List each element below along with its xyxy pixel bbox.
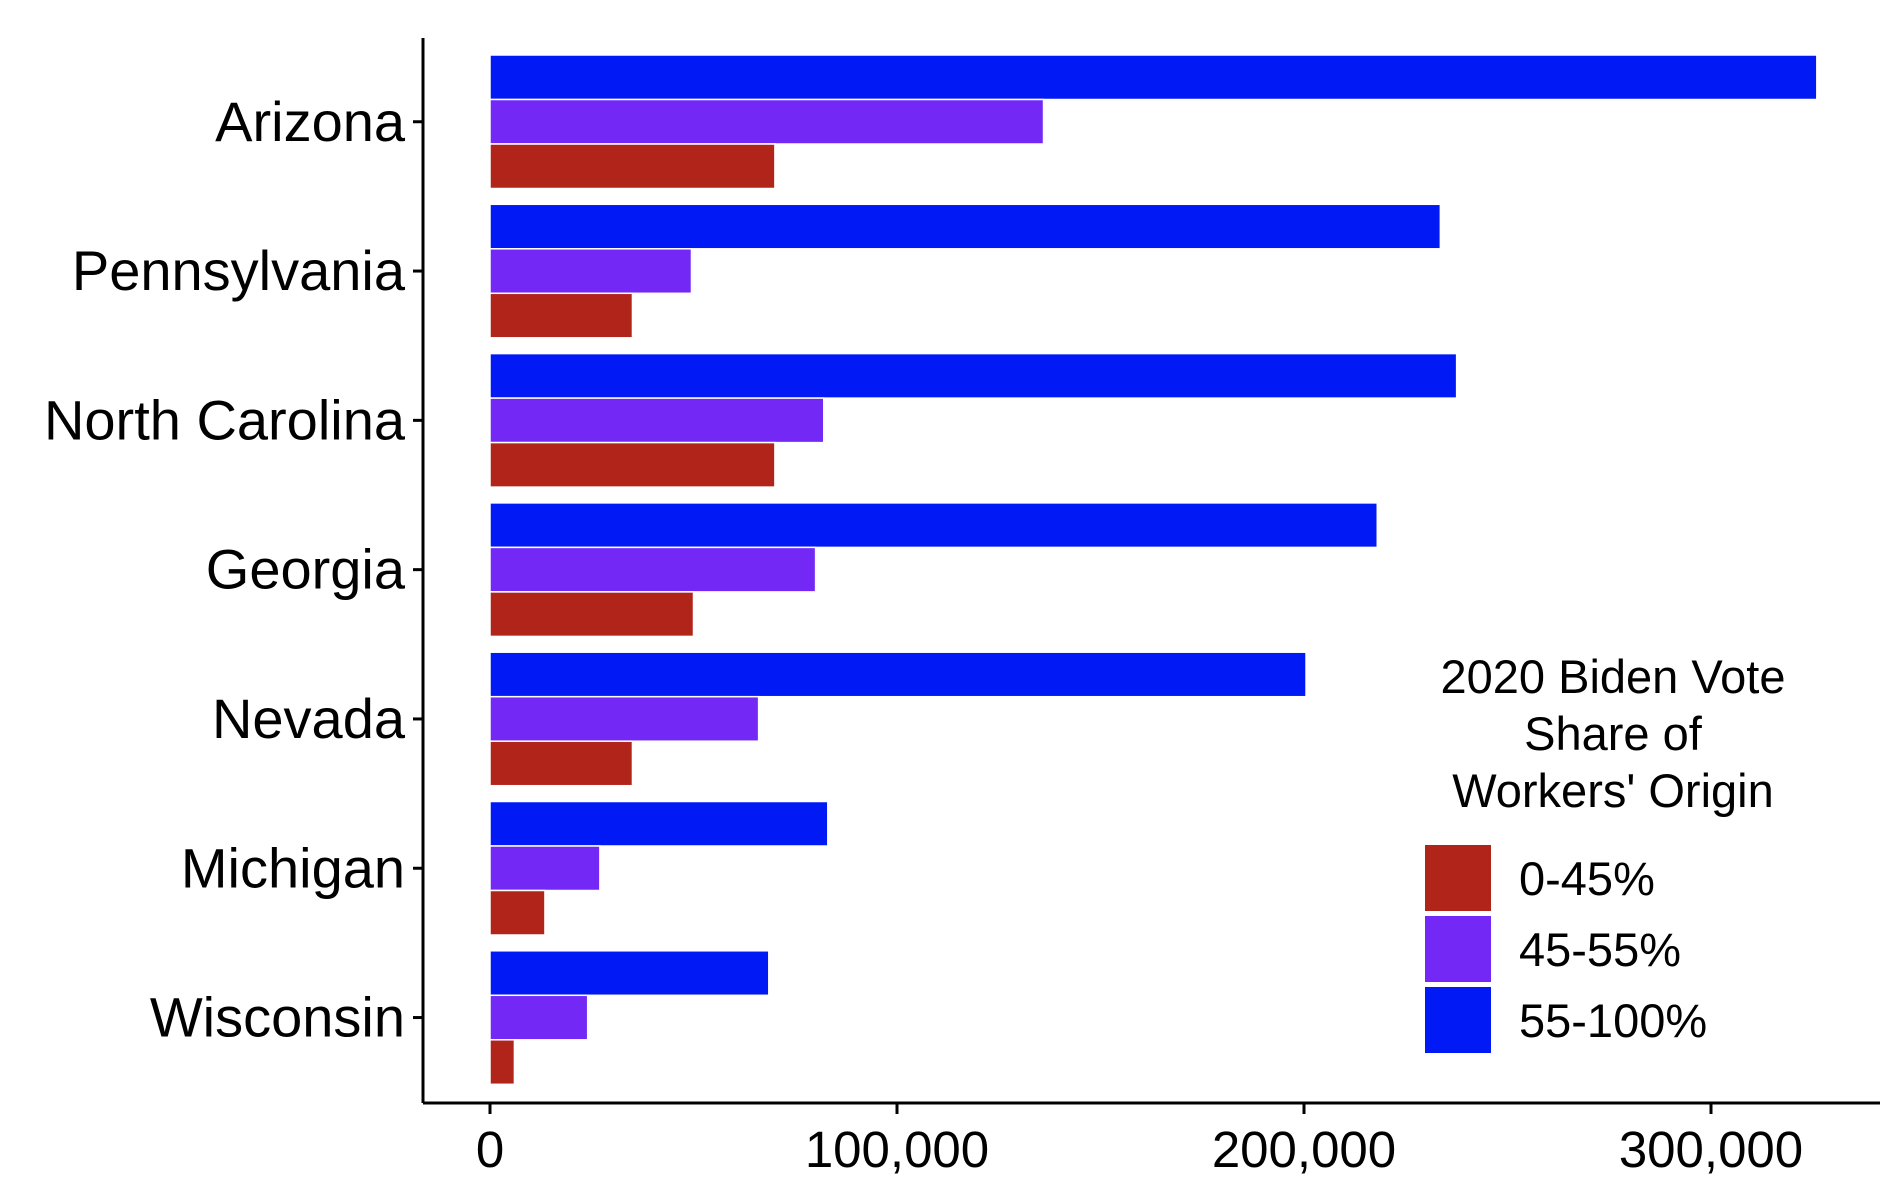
legend-label: 55-100% bbox=[1519, 994, 1707, 1047]
bar-wisconsin-0-45- bbox=[489, 1039, 516, 1086]
bar-georgia-0-45- bbox=[489, 591, 695, 638]
category-label: Arizona bbox=[215, 90, 406, 153]
bar-pennsylvania-45-55- bbox=[489, 248, 693, 295]
bar-north-carolina-0-45- bbox=[489, 441, 776, 488]
x-tick-label: 100,000 bbox=[805, 1121, 989, 1178]
category-label: Nevada bbox=[212, 687, 406, 750]
x-axis: 0 100,000 200,000 300,000 bbox=[476, 1103, 1803, 1178]
bar-arizona-0-45- bbox=[489, 143, 776, 190]
category-label: Georgia bbox=[206, 538, 406, 601]
legend-title-line-2: Share of bbox=[1524, 707, 1703, 760]
x-tick-label: 300,000 bbox=[1619, 1121, 1803, 1178]
bar-north-carolina-55-100- bbox=[489, 352, 1458, 399]
bar-georgia-45-55- bbox=[489, 546, 817, 593]
legend-title-line-3: Workers' Origin bbox=[1452, 764, 1774, 817]
bar-wisconsin-45-55- bbox=[489, 994, 589, 1041]
legend-swatch bbox=[1425, 845, 1491, 911]
bars-group bbox=[489, 54, 1818, 1086]
bar-arizona-55-100- bbox=[489, 54, 1818, 101]
legend-label: 45-55% bbox=[1519, 923, 1681, 976]
bar-nevada-55-100- bbox=[489, 651, 1307, 698]
legend-items: 0-45% 45-55% 55-100% bbox=[1425, 845, 1707, 1053]
bar-pennsylvania-55-100- bbox=[489, 203, 1442, 250]
legend-swatch bbox=[1425, 916, 1491, 982]
bar-michigan-0-45- bbox=[489, 889, 546, 936]
bar-arizona-45-55- bbox=[489, 98, 1045, 145]
y-axis-ticks bbox=[413, 120, 423, 1020]
category-label: Michigan bbox=[181, 836, 405, 899]
bar-georgia-55-100- bbox=[489, 502, 1379, 549]
legend-swatch bbox=[1425, 987, 1491, 1053]
category-label: North Carolina bbox=[44, 388, 406, 451]
bar-michigan-45-55- bbox=[489, 845, 601, 892]
category-label: Pennsylvania bbox=[72, 239, 406, 302]
x-tick-label: 200,000 bbox=[1212, 1121, 1396, 1178]
bar-north-carolina-45-55- bbox=[489, 397, 825, 444]
bar-wisconsin-55-100- bbox=[489, 950, 770, 997]
bar-pennsylvania-0-45- bbox=[489, 292, 634, 339]
category-labels: Arizona Pennsylvania North Carolina Georgia… bbox=[44, 90, 406, 1049]
x-tick-label: 0 bbox=[476, 1121, 504, 1178]
bar-michigan-55-100- bbox=[489, 800, 829, 847]
bar-nevada-45-55- bbox=[489, 695, 760, 742]
bar-nevada-0-45- bbox=[489, 740, 634, 787]
category-label: Wisconsin bbox=[150, 986, 405, 1049]
legend-title-line-1: 2020 Biden Vote bbox=[1441, 650, 1786, 703]
legend: 2020 Biden Vote Share of Workers' Origin… bbox=[1425, 650, 1785, 1053]
legend-label: 0-45% bbox=[1519, 852, 1655, 905]
